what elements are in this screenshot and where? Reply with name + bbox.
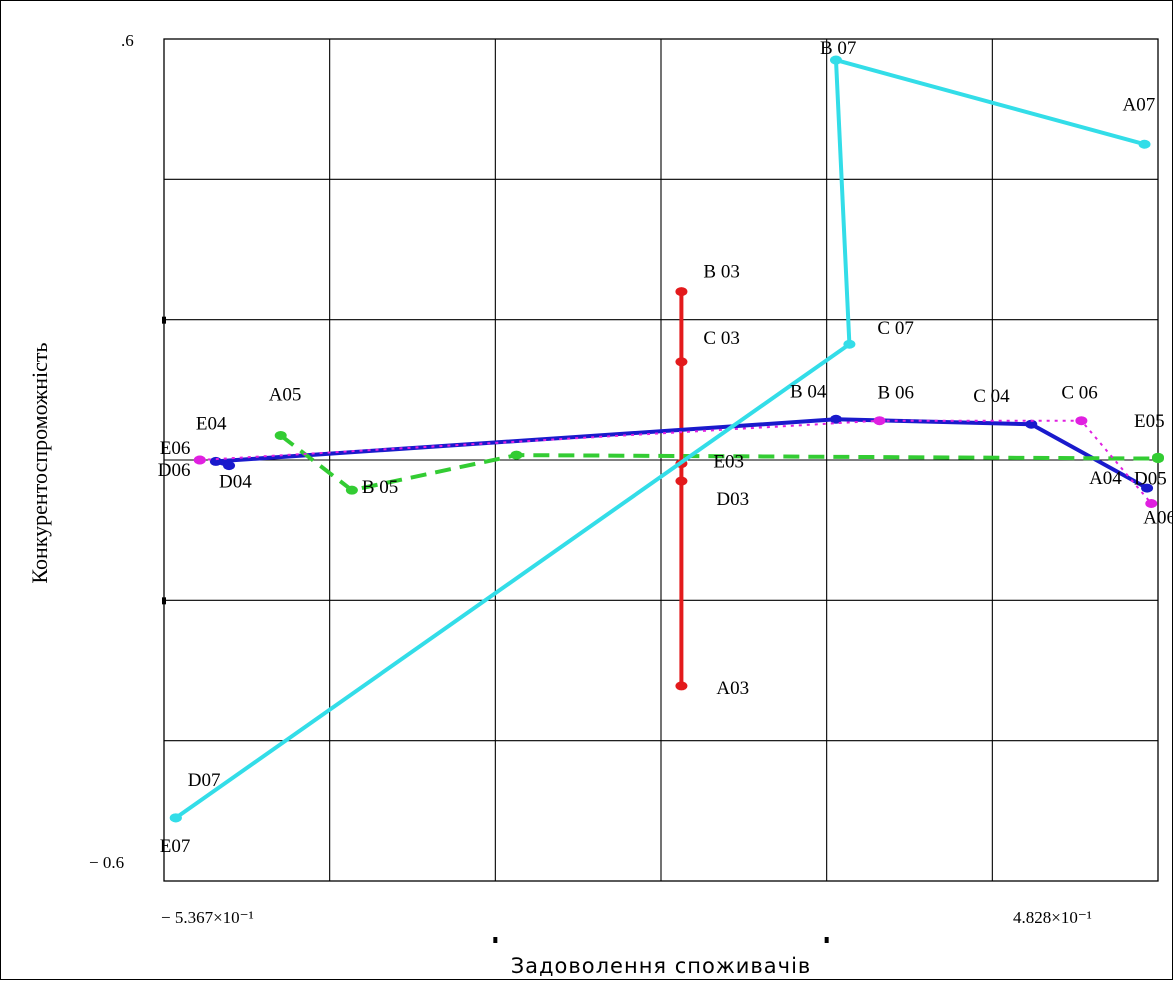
data-point xyxy=(1075,416,1088,426)
data-point xyxy=(345,485,358,495)
point-label: D04 xyxy=(219,472,252,493)
x-tick-mark xyxy=(493,937,498,943)
point-label: A04 xyxy=(1089,468,1122,489)
point-label: B 07 xyxy=(820,38,856,59)
data-point xyxy=(169,813,182,823)
data-point xyxy=(1152,452,1164,462)
point-label: C 06 xyxy=(1061,383,1097,404)
series-layer xyxy=(169,55,1164,823)
data-point xyxy=(829,55,842,65)
data-point xyxy=(510,450,523,460)
data-point xyxy=(675,357,688,367)
point-label: D03 xyxy=(716,489,749,510)
x-tick-label-min: − 5.367×10⁻¹ xyxy=(161,908,254,927)
x-axis-gap xyxy=(493,885,498,897)
data-point xyxy=(1141,483,1154,493)
point-label: E03 xyxy=(713,452,744,473)
data-point xyxy=(1025,419,1038,429)
point-label: D05 xyxy=(1134,469,1167,490)
data-point xyxy=(675,681,688,691)
point-label: A03 xyxy=(716,678,749,699)
point-label: E06 xyxy=(160,438,191,459)
data-point xyxy=(223,461,236,471)
data-point xyxy=(873,416,886,426)
data-point xyxy=(843,339,856,349)
point-label: B 05 xyxy=(362,477,398,498)
point-label: E04 xyxy=(196,413,227,434)
data-point xyxy=(1138,139,1151,149)
x-tick-mark xyxy=(824,937,829,943)
point-label: B 03 xyxy=(703,262,739,283)
point-label: C 04 xyxy=(973,386,1010,407)
x-tick-label-max: 4.828×10⁻¹ xyxy=(1013,908,1092,927)
point-label-layer: A03 D03 E03 C 03 B 03 A04 C 04 B 04 E04 D04 A05 B 0… xyxy=(158,38,1173,857)
point-label: E05 xyxy=(1134,411,1165,432)
data-point xyxy=(675,476,688,486)
data-point xyxy=(829,414,842,424)
point-label: D07 xyxy=(188,770,221,791)
x-axis-gap xyxy=(824,885,829,897)
data-point xyxy=(193,455,206,465)
series-line-3 xyxy=(199,419,1153,505)
point-label: B 06 xyxy=(878,383,914,404)
point-label: E07 xyxy=(160,836,191,857)
point-label: C 07 xyxy=(877,318,913,339)
data-point xyxy=(1145,499,1158,509)
y-tick-mark xyxy=(162,316,166,324)
data-point xyxy=(274,430,287,440)
point-label: A06 xyxy=(1143,508,1173,529)
y-tick-mark xyxy=(162,597,166,605)
point-label: A07 xyxy=(1123,94,1156,115)
data-point xyxy=(675,287,688,297)
point-label: C 03 xyxy=(703,328,739,349)
point-label: A05 xyxy=(269,384,302,405)
series-line-4 xyxy=(174,58,1146,820)
y-tick-label-max: .6 xyxy=(121,31,134,50)
point-label: B 04 xyxy=(790,381,827,402)
point-label: D06 xyxy=(158,460,191,481)
y-axis-label: Конкурентоспроможність xyxy=(27,342,52,583)
data-point xyxy=(209,456,222,466)
grid xyxy=(162,38,1159,943)
y-tick-label-min: − 0.6 xyxy=(89,853,124,872)
x-axis-label: Задоволення споживачів xyxy=(511,954,812,978)
